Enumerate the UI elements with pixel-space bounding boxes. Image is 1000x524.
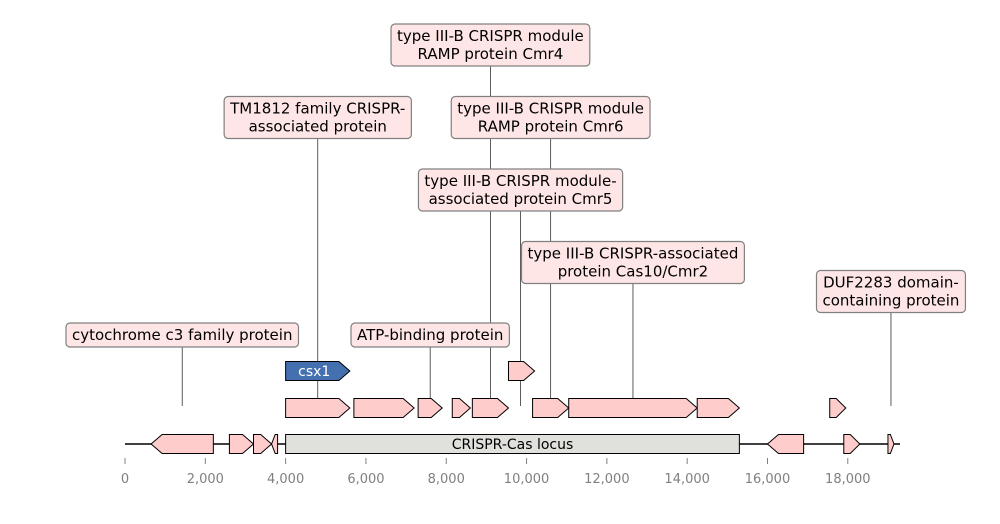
annotation-frame-1 <box>65 322 300 348</box>
gene-arrow-g3 <box>252 434 273 454</box>
crispr-cas-locus-box <box>285 434 740 454</box>
annotation-box-8: DUF2283 domain-containing protein <box>815 269 967 314</box>
annotation-text-2-1: TM1812 family CRISPR- <box>229 100 405 118</box>
annotation-box-6: type III-B CRISPR module-associated prot… <box>417 168 624 212</box>
annotation-text-8-2: containing protein <box>822 292 959 310</box>
annotation-text-5-1: type III-B CRISPR module <box>457 100 644 118</box>
gene-arrow-g14 <box>568 398 698 418</box>
x-tick-label-0: 0 <box>121 472 129 487</box>
gene-arrow-g1 <box>150 434 214 454</box>
crispr-cas-locus-label: CRISPR-Cas locus <box>452 437 574 453</box>
annotation-frame-3 <box>350 322 510 348</box>
x-tick-label-6000: 6,000 <box>347 472 384 487</box>
annotation-box-2: TM1812 family CRISPR-associated protein <box>223 95 412 140</box>
annotation-box-1: cytochrome c3 family protein <box>65 322 300 348</box>
annotation-frame-6 <box>417 168 624 212</box>
annotation-frame-2 <box>223 95 412 140</box>
x-tick-label-8000: 8,000 <box>428 472 465 487</box>
x-tick-label-2000: 2,000 <box>187 472 224 487</box>
x-tick-label-12000: 12,000 <box>584 472 630 487</box>
gene-arrow-g18 <box>507 361 536 381</box>
annotation-text-4-2: RAMP protein Cmr4 <box>418 45 564 63</box>
gene-label-csx1: csx1 <box>298 364 330 380</box>
gene-arrow-g11 <box>451 398 472 418</box>
gene-arrow-g17 <box>285 361 351 381</box>
gene-arrow-g4 <box>271 434 279 454</box>
gene-arrow-g15 <box>696 398 741 418</box>
gene-arrow-g10 <box>417 398 443 418</box>
gene-arrow-g16 <box>829 398 847 418</box>
gene-arrow-g7 <box>887 434 895 454</box>
annotation-text-1-1: cytochrome c3 family protein <box>72 326 293 344</box>
annotation-frame-5 <box>450 95 651 140</box>
annotation-text-7-1: type III-B CRISPR-associated <box>528 245 739 263</box>
gene-arrow-g13 <box>532 398 570 418</box>
gene-arrow-g12 <box>471 398 510 418</box>
annotation-text-4-1: type III-B CRISPR module <box>397 27 584 45</box>
annotation-text-7-2: protein Cas10/Cmr2 <box>558 263 709 281</box>
annotation-frame-8 <box>815 269 967 314</box>
gene-arrow-g5 <box>766 434 805 454</box>
gene-arrow-g2 <box>228 434 255 454</box>
gene-arrow-g8 <box>285 398 351 418</box>
gene-arrow-g6 <box>843 434 861 454</box>
annotation-frame-7 <box>520 240 745 285</box>
annotation-layer: cytochrome c3 family protein TM1812 famil… <box>65 23 967 348</box>
annotation-text-3-1: ATP-binding protein <box>357 326 503 344</box>
x-tick-label-18000: 18,000 <box>825 472 871 487</box>
annotation-text-6-1: type III-B CRISPR module- <box>424 172 616 190</box>
x-tick-label-10000: 10,000 <box>504 472 550 487</box>
annotation-text-6-2: associated protein Cmr5 <box>429 190 613 208</box>
x-tick-label-16000: 16,000 <box>745 472 791 487</box>
annotation-box-3: ATP-binding protein <box>350 322 510 348</box>
annotation-text-2-2: associated protein <box>249 118 387 136</box>
gene-arrow-g9 <box>353 398 415 418</box>
annotation-text-8-1: DUF2283 domain- <box>823 274 959 292</box>
gene-layer: CRISPR-Cas locus csx1 <box>125 361 900 454</box>
x-tick-label-14000: 14,000 <box>664 472 710 487</box>
annotation-text-5-2: RAMP protein Cmr6 <box>478 118 624 136</box>
x-tick-label-4000: 4,000 <box>267 472 304 487</box>
x-axis: 0 2,000 4,000 6,000 8,000 10,000 12,000 14,000 1… <box>121 458 871 487</box>
annotation-frame-4 <box>390 23 591 67</box>
